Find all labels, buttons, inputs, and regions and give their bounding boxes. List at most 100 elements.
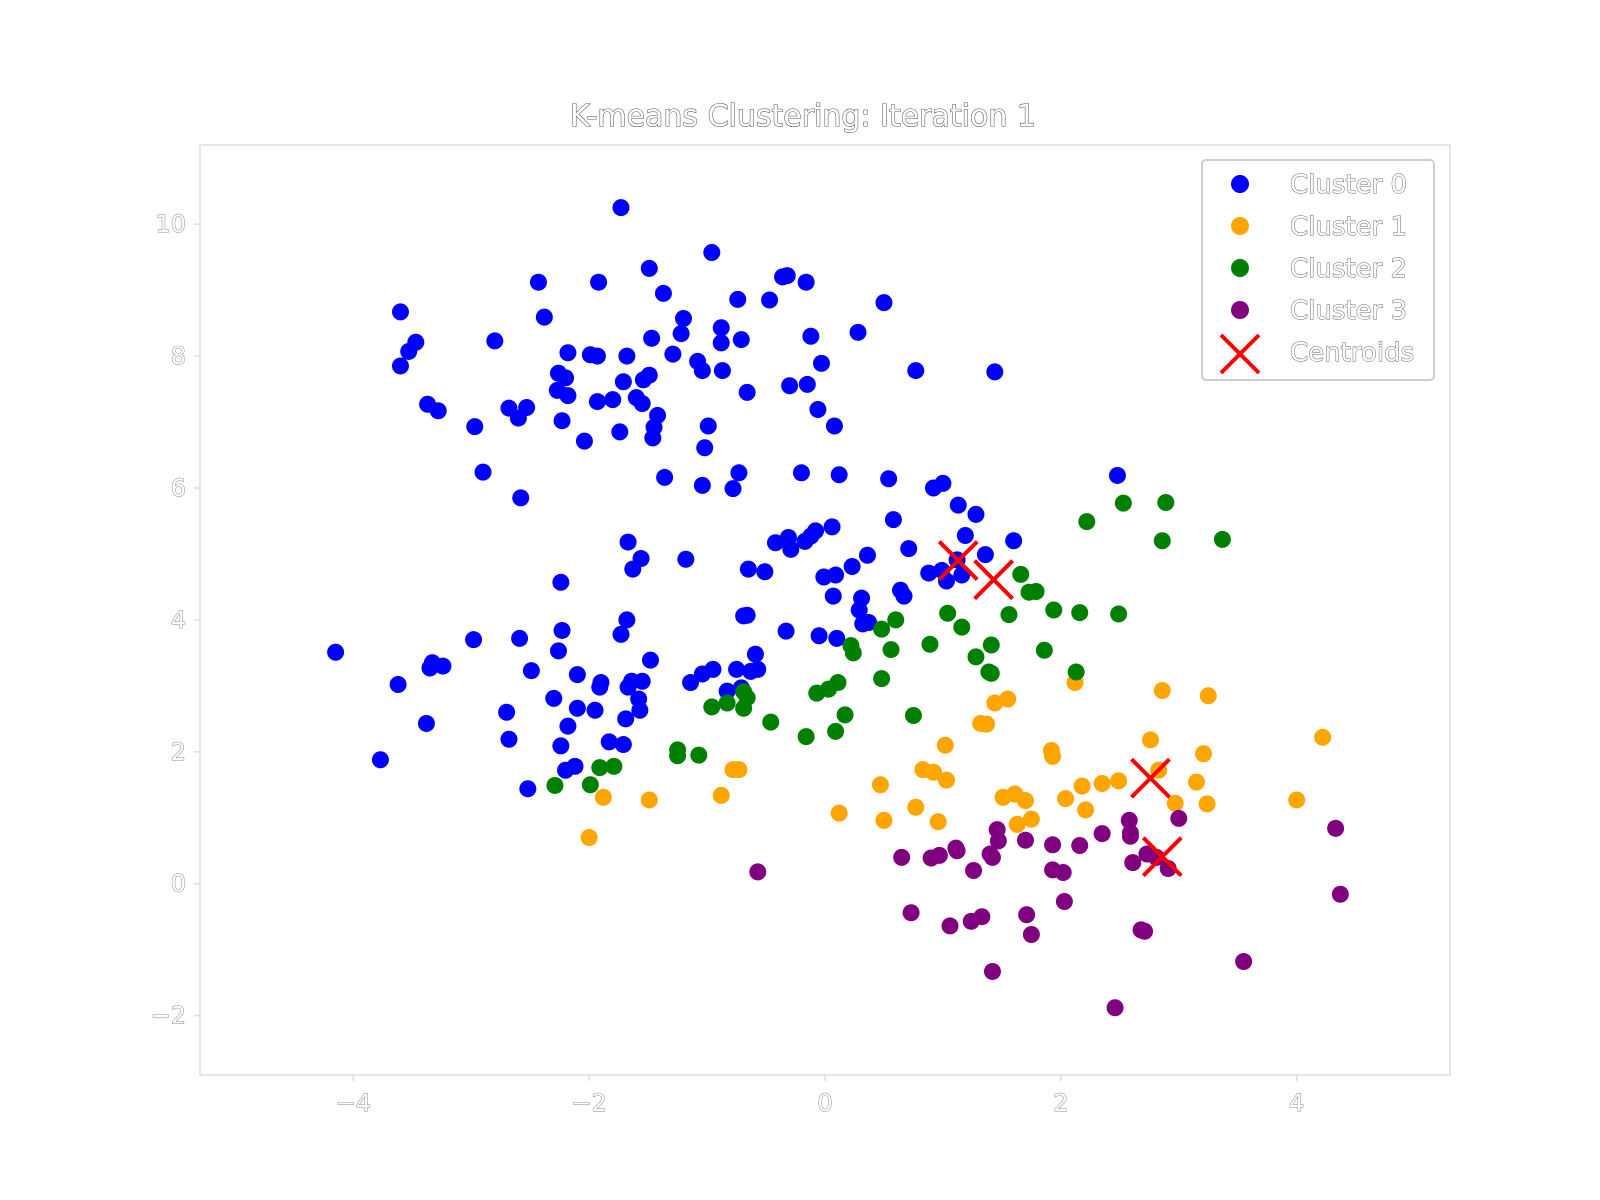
data-point: [391, 357, 409, 375]
data-point: [1331, 885, 1349, 903]
data-point: [703, 698, 721, 716]
data-point: [967, 505, 985, 523]
data-point: [1035, 641, 1053, 659]
data-point: [1288, 791, 1306, 809]
data-point: [762, 713, 780, 731]
data-point: [535, 308, 553, 326]
data-point: [792, 464, 810, 482]
data-point: [1314, 728, 1332, 746]
data-point: [643, 329, 661, 347]
data-point: [887, 611, 905, 629]
data-point: [682, 674, 700, 692]
data-point: [1153, 681, 1171, 699]
series-cluster-3: [749, 809, 1349, 1017]
data-point: [956, 526, 974, 544]
centroid-marker: [1130, 757, 1171, 799]
legend-label: Cluster 3: [1290, 296, 1407, 326]
data-point: [614, 373, 632, 391]
data-point: [922, 849, 940, 867]
data-point: [976, 546, 994, 564]
data-point: [982, 664, 1000, 682]
data-point: [880, 470, 898, 488]
data-point: [486, 332, 504, 350]
data-point: [781, 377, 799, 395]
data-point: [1198, 795, 1216, 813]
data-point: [860, 614, 878, 632]
data-point: [617, 710, 635, 728]
data-point: [553, 412, 571, 430]
data-point: [557, 369, 575, 387]
legend-marker: [1231, 217, 1249, 235]
data-point: [1108, 466, 1126, 484]
data-point: [904, 707, 922, 725]
data-point: [429, 402, 447, 420]
data-point: [749, 660, 767, 678]
data-point: [693, 476, 711, 494]
data-point: [830, 804, 848, 822]
data-point: [1093, 825, 1111, 843]
legend-marker: [1231, 259, 1249, 277]
data-point: [624, 560, 642, 578]
data-point: [924, 763, 942, 781]
data-point: [746, 645, 764, 663]
chart-title: K-means Clustering: Iteration 1: [570, 99, 1036, 134]
data-point: [782, 540, 800, 558]
y-tick-label: 8: [171, 342, 186, 370]
data-point: [1199, 687, 1217, 705]
data-point: [1093, 774, 1111, 792]
data-point: [1045, 601, 1063, 619]
data-point: [400, 342, 418, 360]
data-point: [1170, 809, 1188, 827]
data-point: [1016, 792, 1034, 810]
data-point: [1157, 493, 1175, 511]
data-point: [900, 540, 918, 558]
legend-label: Cluster 1: [1290, 212, 1407, 242]
data-point: [618, 347, 636, 365]
data-point: [1077, 801, 1095, 819]
data-point: [1054, 864, 1072, 882]
data-point: [529, 273, 547, 291]
x-tick-label: −4: [336, 1089, 371, 1117]
data-point: [807, 522, 825, 540]
data-point: [1071, 836, 1089, 854]
data-point: [1114, 494, 1132, 512]
data-point: [1195, 745, 1213, 763]
series-cluster-0: [327, 199, 1126, 798]
data-point: [953, 618, 971, 636]
data-point: [654, 284, 672, 302]
x-tick-label: 4: [1289, 1089, 1304, 1117]
data-point: [391, 303, 409, 321]
data-point: [591, 678, 609, 696]
data-point: [882, 641, 900, 659]
data-point: [738, 383, 756, 401]
legend-marker: [1231, 301, 1249, 319]
data-point: [729, 290, 747, 308]
data-point: [836, 706, 854, 724]
data-point: [591, 759, 609, 777]
data-point: [824, 587, 842, 605]
data-point: [1106, 999, 1124, 1017]
data-point: [884, 511, 902, 529]
data-point: [669, 747, 687, 765]
data-point: [1166, 794, 1184, 812]
data-point: [634, 371, 652, 389]
data-point: [619, 533, 637, 551]
data-point: [967, 648, 985, 666]
data-point: [1187, 773, 1205, 791]
y-tick-label: 4: [171, 606, 186, 634]
data-point: [739, 560, 757, 578]
data-point: [1044, 747, 1062, 765]
data-point: [575, 432, 593, 450]
data-point: [978, 715, 996, 733]
data-point: [1055, 893, 1073, 911]
data-point: [1044, 836, 1062, 854]
data-point: [843, 557, 861, 575]
data-point: [588, 393, 606, 411]
data-point: [873, 620, 891, 638]
data-points: [327, 199, 1349, 1017]
data-point: [802, 327, 820, 345]
data-point: [749, 863, 767, 881]
data-point: [557, 761, 575, 779]
data-point: [895, 587, 913, 605]
